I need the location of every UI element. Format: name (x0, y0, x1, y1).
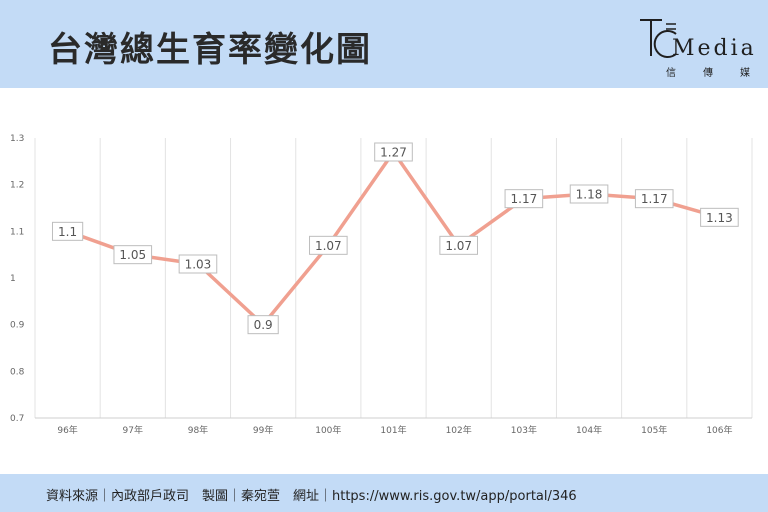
x-tick-label: 104年 (576, 424, 602, 436)
x-tick-label: 103年 (511, 424, 537, 436)
data-label: 1.18 (576, 188, 603, 202)
logo-mark-icon (640, 19, 677, 58)
source-credit: 資料來源｜內政部戶政司 製圖｜秦宛萱 網址｜https://www.ris.go… (46, 489, 577, 504)
chart-canvas: 0.7 0.8 0.9 1 1.1 1.2 1.3 96年 97年 98年 99年 100年 101年 1… (10, 134, 753, 436)
data-label: 1.1 (58, 225, 77, 239)
logo-sub-char: 媒 (740, 68, 750, 79)
x-tick-label: 101年 (380, 424, 406, 436)
data-label: 1.05 (119, 248, 146, 262)
y-tick-label: 1.2 (10, 181, 24, 191)
y-tick-label: 0.7 (10, 414, 24, 424)
chart-title: 台灣總生育率變化圖 (48, 30, 372, 70)
data-label: 0.9 (254, 318, 273, 332)
x-tick-label: 96年 (57, 424, 77, 436)
data-label: 1.17 (641, 192, 668, 206)
data-label: 1.07 (315, 239, 342, 253)
header-band: 台灣總生育率變化圖 Media 信 傳 媒 (0, 0, 768, 88)
data-label-box (247, 315, 279, 335)
x-tick-label: 100年 (315, 424, 341, 436)
footer-band: 資料來源｜內政部戶政司 製圖｜秦宛萱 網址｜https://www.ris.go… (0, 474, 768, 512)
data-label: 1.07 (445, 239, 472, 253)
data-label-box (569, 184, 609, 204)
data-label-box (374, 142, 413, 162)
y-tick-label: 1.3 (10, 134, 24, 144)
data-label: 1.03 (185, 258, 212, 272)
logo-subtitle: 信 傳 媒 (666, 64, 750, 79)
y-tick-label: 1.1 (10, 227, 24, 237)
y-tick-label: 0.9 (10, 321, 25, 331)
data-label: 1.13 (706, 211, 733, 225)
logo-sub-char: 傳 (703, 68, 713, 79)
data-label: 1.17 (511, 192, 538, 206)
data-label-box (51, 221, 84, 241)
data-label-box (700, 207, 739, 227)
data-label-box (439, 235, 478, 255)
x-tick-label: 102年 (446, 424, 472, 436)
data-label-box (113, 245, 153, 265)
logo-wordmark: Media (672, 36, 757, 61)
data-label-box (504, 189, 544, 209)
x-tick-label: 105年 (641, 424, 667, 436)
x-tick-label: 98年 (188, 424, 208, 436)
data-label-box (178, 254, 218, 274)
line-chart: 0.7 0.8 0.9 1 1.1 1.2 1.3 96年 97年 98年 99年 100年 101年 1… (0, 120, 768, 450)
x-tick-label: 97年 (123, 424, 143, 436)
x-tick-label: 106年 (706, 424, 732, 436)
y-tick-label: 0.8 (10, 367, 25, 377)
media-logo: Media 信 傳 媒 (630, 14, 754, 79)
x-tick-label: 99年 (253, 424, 273, 436)
y-tick-label: 1 (10, 274, 16, 284)
data-label: 1.27 (380, 146, 407, 160)
logo-sub-char: 信 (666, 68, 676, 79)
data-label-box (634, 189, 674, 209)
data-label-box (309, 235, 348, 255)
